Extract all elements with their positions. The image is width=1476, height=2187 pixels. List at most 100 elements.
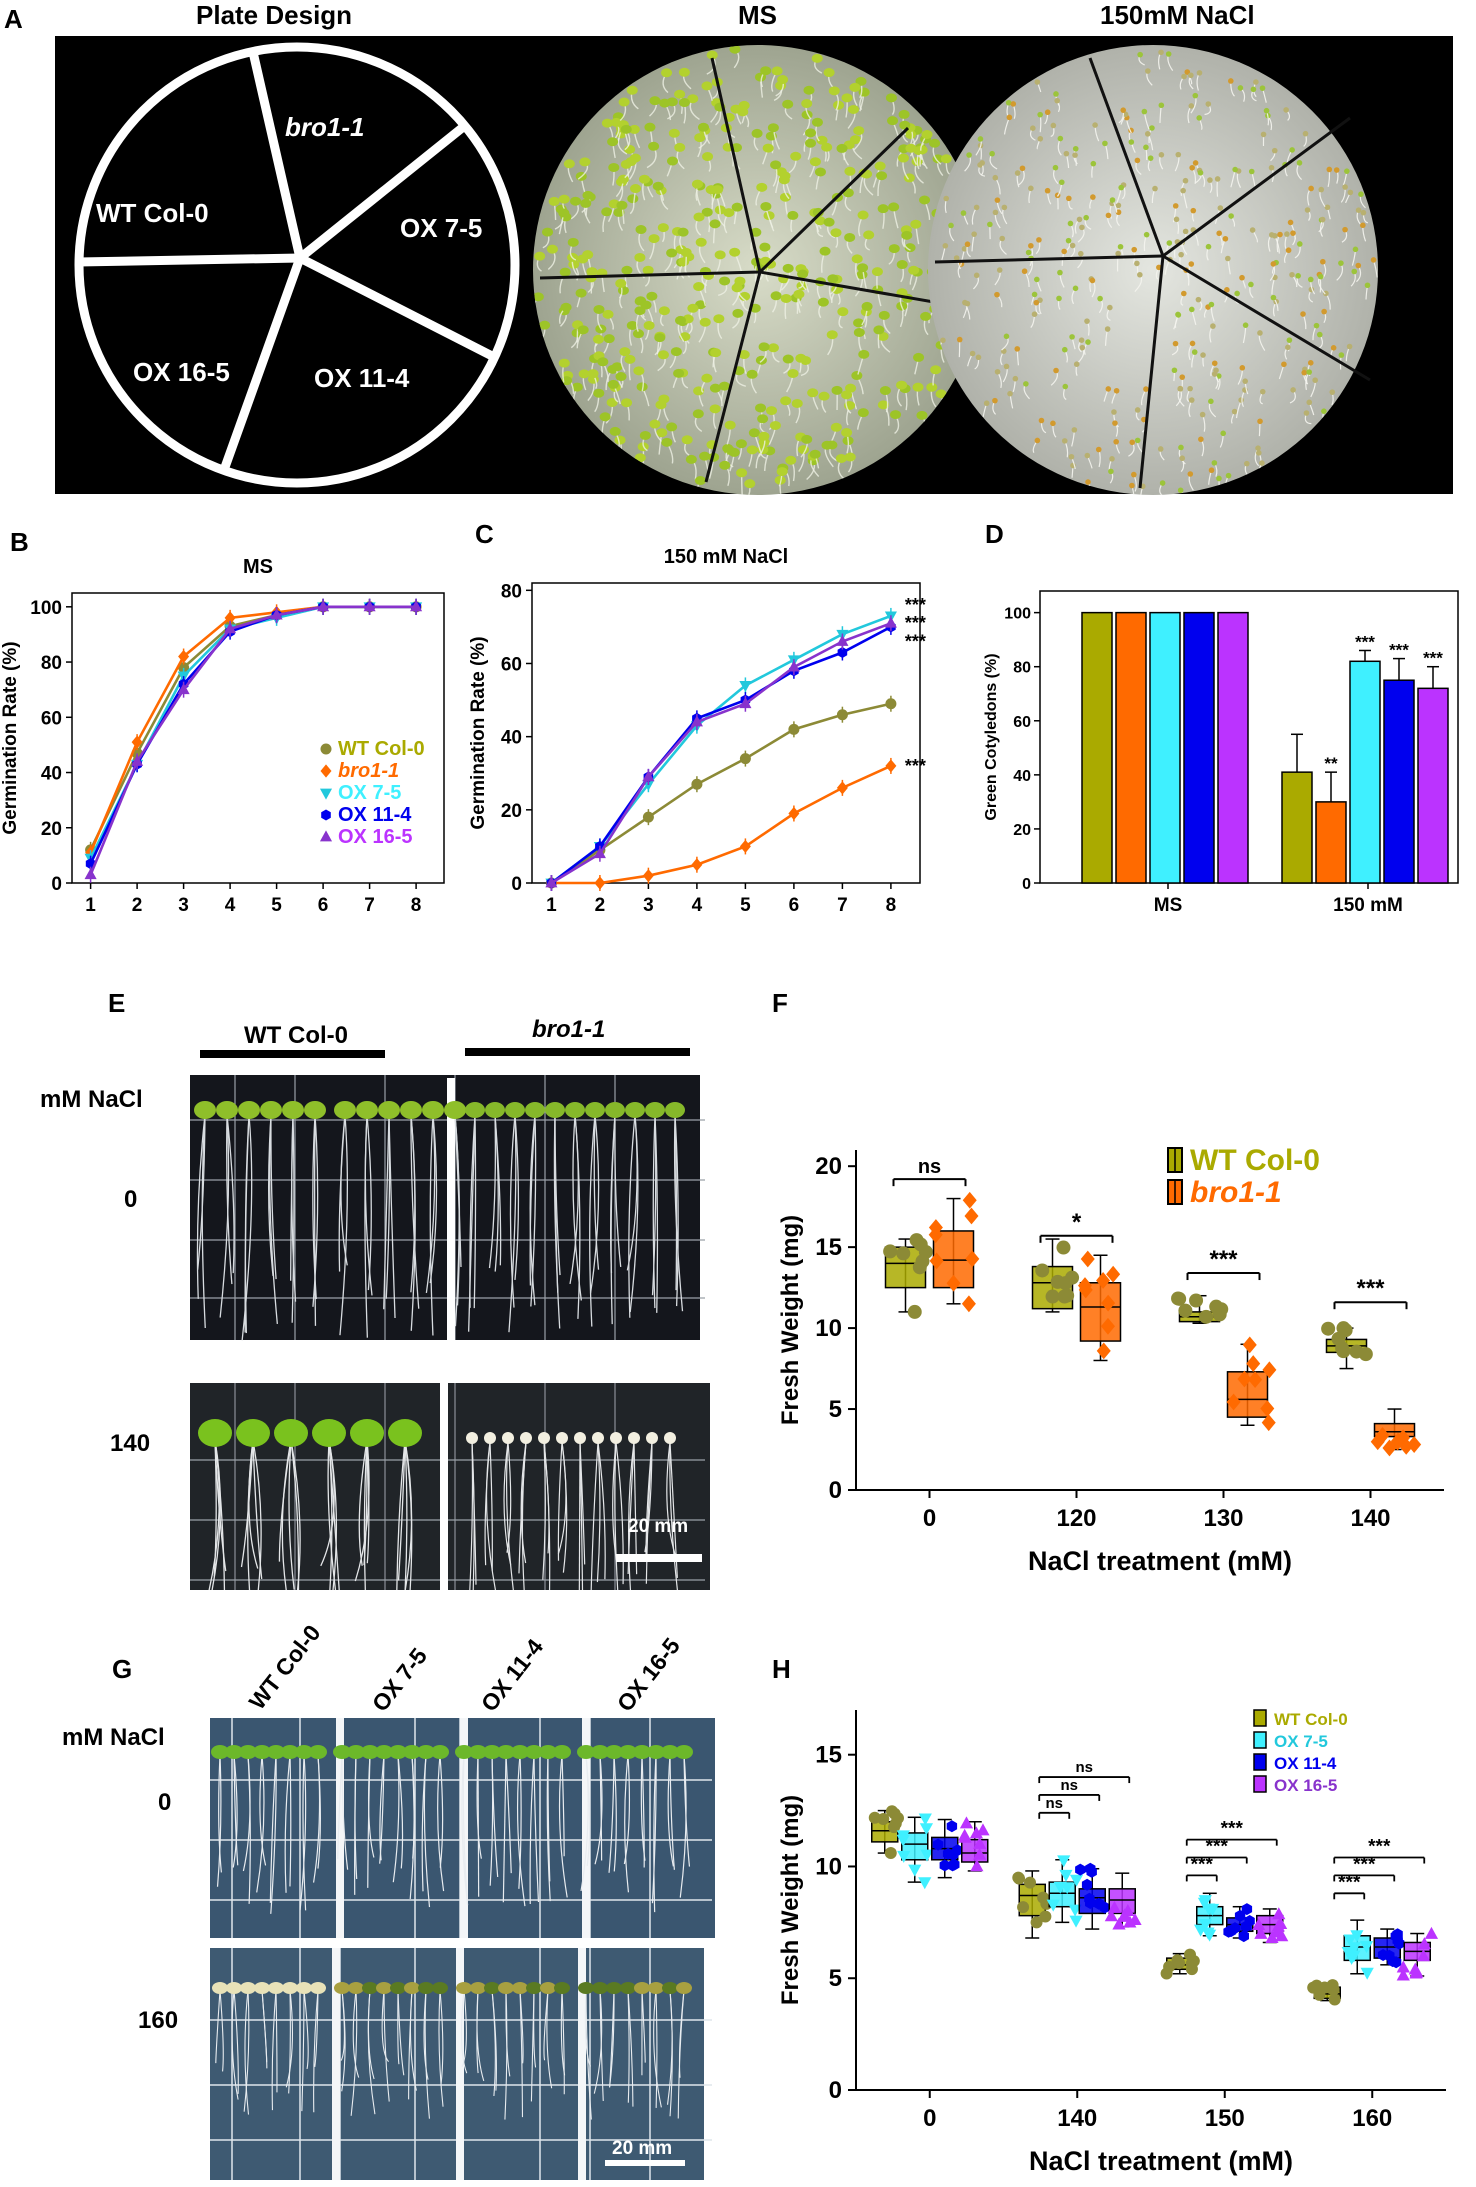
root — [439, 1754, 444, 1868]
seedling — [1134, 260, 1140, 267]
data-point — [1202, 1903, 1216, 1916]
seedling — [767, 343, 779, 353]
bro-seedling-0mM — [465, 1102, 485, 1118]
seedling-0mM — [469, 1745, 487, 1759]
seedling — [899, 120, 911, 130]
seedling — [1181, 290, 1187, 297]
seedling — [579, 157, 591, 167]
seedling — [701, 373, 713, 383]
seedling — [1050, 420, 1056, 427]
seedling — [897, 153, 909, 163]
data-point — [1321, 1321, 1336, 1336]
seedling-0mM — [239, 1745, 257, 1759]
root — [429, 1114, 434, 1336]
root — [505, 1754, 512, 1874]
x-tick-label: 0 — [923, 2105, 936, 2132]
data-point — [1326, 1979, 1339, 1992]
seedling — [841, 428, 853, 438]
seedling — [948, 222, 954, 229]
seedling-0mM — [483, 1745, 501, 1759]
bar — [1217, 611, 1249, 884]
seedling — [873, 325, 885, 335]
data-point — [1065, 1270, 1080, 1285]
seedling — [1253, 79, 1259, 85]
seedling — [666, 422, 678, 432]
seedling — [890, 410, 902, 420]
seedling-160mM — [634, 1982, 650, 1994]
seedling — [1248, 168, 1255, 175]
root — [504, 1989, 508, 2120]
root — [553, 1114, 561, 1329]
data-point — [1254, 1926, 1268, 1939]
seedling — [1355, 262, 1362, 269]
seedling — [916, 145, 928, 155]
root — [383, 1989, 390, 2102]
seedling — [1079, 344, 1086, 351]
data-point — [1234, 1909, 1246, 1922]
root — [596, 1441, 601, 1583]
root — [502, 1754, 507, 1903]
root — [543, 1441, 551, 1590]
data-point — [932, 1838, 944, 1851]
seedling — [857, 263, 869, 273]
seedling — [642, 265, 654, 275]
wt-seedling-140mM — [236, 1419, 270, 1447]
root — [233, 1989, 239, 2094]
seedling — [1053, 367, 1059, 374]
seedling — [874, 161, 886, 171]
seedling — [999, 235, 1006, 242]
comparison-label: * — [1072, 1209, 1082, 1236]
bro-seedling-0mM — [625, 1102, 645, 1118]
seedling — [739, 291, 751, 301]
seedling — [1102, 140, 1108, 147]
root — [352, 1989, 360, 2078]
data-point — [884, 1847, 897, 1860]
seedling — [1019, 165, 1026, 172]
data-point — [1417, 1937, 1431, 1950]
seedling — [1205, 243, 1212, 250]
plot-frame — [1039, 590, 1459, 884]
y-tick-label: 15 — [815, 1234, 842, 1261]
seedling — [1037, 135, 1044, 142]
seedling — [994, 368, 1001, 375]
seedling — [718, 381, 730, 391]
seedling — [713, 314, 725, 324]
root — [503, 1441, 512, 1565]
seedling — [1143, 144, 1149, 151]
root — [381, 1989, 390, 2063]
divider — [440, 1383, 448, 1590]
root — [337, 1754, 343, 1860]
seedling — [1122, 111, 1129, 118]
comparison-label: *** — [1368, 1837, 1391, 1858]
seedling — [1199, 411, 1206, 418]
seedling — [1370, 257, 1377, 263]
seedling — [774, 475, 786, 485]
root — [289, 1754, 292, 1887]
root — [609, 1989, 615, 2088]
root — [354, 1754, 357, 1895]
seedling — [877, 400, 889, 410]
seedling — [1131, 246, 1138, 253]
seedling — [956, 336, 963, 343]
seedling — [853, 126, 865, 136]
seedling — [1355, 207, 1362, 214]
seedling — [1228, 213, 1234, 219]
seedling — [1231, 408, 1238, 415]
root — [350, 1989, 358, 2116]
seedling — [966, 152, 972, 158]
root — [275, 1989, 278, 2093]
g-row-0: 0 — [158, 1789, 172, 1816]
seedling — [878, 310, 890, 320]
seedling — [1152, 185, 1158, 192]
data-point — [897, 1850, 911, 1863]
seedling — [844, 166, 856, 176]
seedling-0mM — [375, 1745, 393, 1759]
seedling — [1324, 204, 1331, 211]
seedling — [692, 409, 704, 419]
root — [629, 1114, 639, 1313]
seedling — [797, 269, 809, 279]
y-axis-label: Germination Rate (%) — [0, 641, 21, 834]
seedling — [1197, 169, 1204, 176]
seedling — [1326, 166, 1333, 173]
data-point — [1350, 1930, 1364, 1943]
